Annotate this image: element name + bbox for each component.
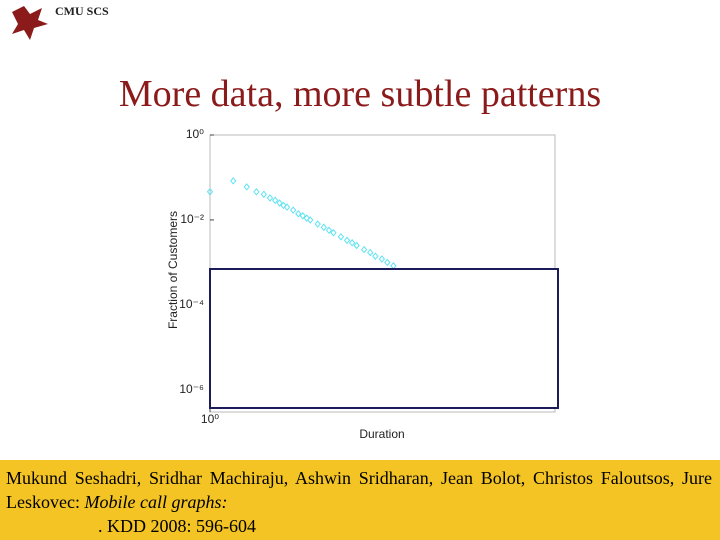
- point: [280, 201, 287, 210]
- point: [349, 238, 356, 247]
- point: [390, 262, 397, 270]
- logo: [12, 6, 48, 40]
- paper-title: Mobile call graphs:: [84, 492, 228, 512]
- point: [314, 220, 321, 228]
- point: [295, 209, 302, 218]
- citation-text: Mukund Seshadri, Sridhar Machiraju, Ashw…: [6, 466, 712, 514]
- point: [337, 233, 345, 241]
- overlay-box: [209, 268, 559, 409]
- venue: . KDD 2008: 596-604: [98, 516, 256, 536]
- x-axis-label: Duration: [359, 427, 404, 441]
- citation: Mukund Seshadri, Sridhar Machiraju, Ashw…: [0, 460, 720, 540]
- point: [360, 245, 368, 254]
- slide-title: More data, more subtle patterns: [118, 73, 602, 115]
- point: [290, 206, 297, 214]
- header-org: CMU SCS: [55, 4, 109, 18]
- point: [307, 216, 314, 224]
- point: [299, 212, 306, 220]
- point: [260, 190, 268, 199]
- point: [303, 214, 310, 222]
- y-axis-label: Fraction of Customers: [166, 211, 180, 329]
- y-tick-label: 10⁻²: [180, 212, 204, 226]
- x-tick-label: 10⁰: [201, 412, 219, 426]
- point: [343, 236, 351, 245]
- point: [320, 223, 327, 232]
- y-tick-label: 10⁻⁴: [179, 297, 204, 311]
- point: [266, 194, 274, 202]
- chart: Fraction of Customers Duration 10⁰ 10⁻² 10…: [166, 127, 559, 441]
- authors: Mukund Seshadri, Sridhar Machiraju, Ashw…: [6, 468, 712, 512]
- point: [353, 241, 360, 250]
- point: [367, 248, 374, 257]
- point: [271, 196, 279, 205]
- point: [276, 199, 283, 207]
- point: [330, 228, 337, 237]
- point: [243, 183, 250, 191]
- point: [378, 255, 386, 263]
- point: [253, 188, 260, 196]
- point: [384, 258, 391, 267]
- point: [206, 188, 214, 196]
- y-tick-label: 10⁰: [186, 127, 204, 141]
- point: [283, 203, 291, 211]
- y-tick-label: 10⁻⁶: [179, 382, 204, 396]
- point: [230, 177, 237, 185]
- point: [372, 252, 379, 260]
- point: [325, 226, 333, 235]
